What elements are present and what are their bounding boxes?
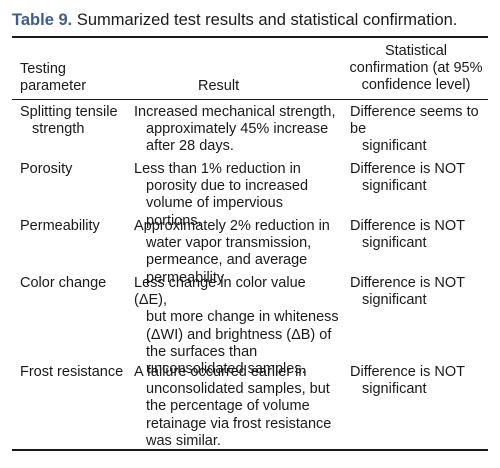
cell-result: Approximately 2% reduction in water vapo… [134, 218, 342, 287]
cell-statistical: Difference seems to be significant [350, 104, 490, 156]
cell-result: A failure occurred earlier in unconsolid… [134, 364, 342, 450]
cell-line: significant [362, 292, 427, 309]
cell-line: significant [362, 178, 427, 195]
cell-parameter: Color change [20, 275, 130, 292]
cell-line: was similar. [146, 432, 221, 449]
cell-line: strength [32, 121, 85, 138]
cell-line: porosity due to increased [146, 178, 309, 195]
table-header-rule [12, 99, 488, 100]
cell-result: Less change in color value (ΔE), but mor… [134, 275, 342, 378]
cell-line: significant [362, 381, 427, 398]
cell-line: Approximately 2% reduction in [134, 218, 330, 234]
cell-result: Less than 1% reduction in porosity due t… [134, 161, 342, 230]
cell-line: A failure occurred earlier in [134, 364, 307, 380]
cell-parameter: Porosity [20, 161, 130, 178]
table-caption-text: Summarized test results and statistical … [76, 11, 458, 29]
cell-line: volume of impervious portions. [146, 195, 283, 229]
cell-line: unconsolidated samples. [146, 361, 306, 378]
cell-statistical: Difference is NOT significant [350, 364, 490, 398]
cell-statistical: Difference is NOT significant [350, 161, 490, 195]
cell-line: unconsolidated samples, but [146, 381, 330, 398]
cell-line: significant [362, 235, 427, 252]
cell-parameter: Splitting tensile strength [20, 104, 130, 138]
cell-line: (ΔWI) and brightness (ΔB) of [146, 326, 332, 343]
cell-line: Splitting tensile [20, 104, 118, 120]
cell-line: Difference is NOT [350, 161, 465, 177]
table-bottom-rule [12, 449, 488, 451]
table-caption-label: Table 9. [12, 11, 73, 29]
cell-line: after 28 days. [146, 138, 234, 155]
cell-line: approximately 45% increase [146, 121, 329, 138]
header-statistical-confirmation: Statistical confirmation (at 95% confide… [346, 43, 486, 95]
table-caption: Table 9. Summarized test results and sta… [12, 10, 457, 30]
cell-statistical: Difference is NOT significant [350, 218, 490, 252]
cell-line: the surfaces than [146, 343, 258, 360]
cell-parameter: Frost resistance [20, 364, 130, 381]
header-testing-parameter-line: Testing [20, 61, 66, 77]
cell-line: Porosity [20, 161, 73, 177]
cell-line: Frost resistance [20, 364, 124, 380]
cell-line: permeance, and average [146, 252, 308, 269]
cell-line: Less change in color value (ΔE), [134, 275, 306, 309]
cell-line: Difference is NOT [350, 275, 465, 291]
cell-line: retainage via frost resistance [146, 415, 332, 432]
header-result: Result [198, 78, 240, 94]
cell-line: Difference seems to be [350, 104, 479, 138]
header-statistical-line: Statistical [384, 43, 448, 59]
header-statistical-line: confirmation (at 95% [349, 60, 483, 77]
cell-line: permeability. [146, 269, 228, 286]
cell-line: Difference is NOT [350, 364, 465, 380]
table-top-rule [12, 36, 488, 38]
cell-line: Permeability [20, 218, 100, 234]
cell-line: Increased mechanical strength, [134, 104, 336, 120]
cell-result: Increased mechanical strength, approxima… [134, 104, 342, 156]
cell-line: Difference is NOT [350, 218, 465, 234]
cell-line: water vapor transmission, [146, 235, 312, 252]
cell-line: significant [362, 138, 427, 155]
cell-line: but more change in whiteness [146, 309, 339, 326]
cell-line: the percentage of volume [146, 398, 310, 415]
header-testing-parameter: Testing parameter [20, 61, 130, 95]
cell-parameter: Permeability [20, 218, 130, 235]
cell-statistical: Difference is NOT significant [350, 275, 490, 309]
header-statistical-line: confidence level) [361, 77, 471, 94]
cell-line: Color change [20, 275, 107, 291]
header-testing-parameter-line: parameter [20, 78, 87, 95]
cell-line: Less than 1% reduction in [134, 161, 301, 177]
